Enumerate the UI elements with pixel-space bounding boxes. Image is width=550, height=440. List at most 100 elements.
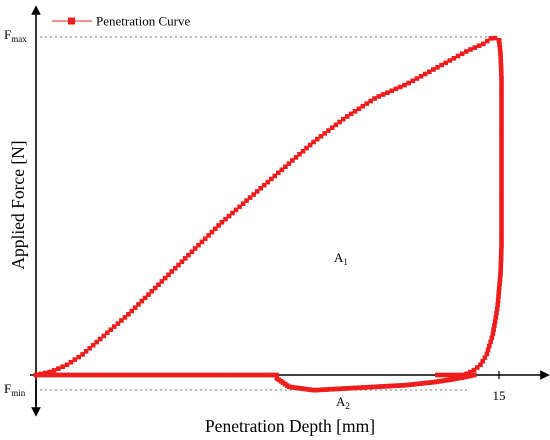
data-point [257, 372, 262, 378]
data-point [341, 116, 346, 122]
data-point [205, 372, 211, 378]
data-point [139, 372, 145, 378]
data-point [128, 372, 133, 378]
data-point [462, 374, 467, 380]
data-point [112, 324, 117, 329]
data-point [254, 372, 259, 378]
data-point [484, 38, 490, 44]
data-point [497, 42, 502, 47]
data-point [268, 372, 274, 378]
data-point [79, 372, 85, 378]
data-point [398, 383, 404, 388]
data-point [496, 38, 502, 43]
data-point [360, 385, 366, 390]
data-point [90, 342, 96, 348]
data-point [42, 372, 47, 378]
data-point [499, 159, 504, 165]
data-point [449, 377, 455, 382]
data-point [391, 383, 396, 389]
data-point [231, 372, 237, 378]
data-point [119, 372, 125, 378]
data-point [427, 69, 432, 75]
data-point [322, 387, 328, 392]
data-point [497, 281, 502, 287]
data-point [219, 220, 225, 225]
data-point [293, 155, 299, 160]
data-point [393, 86, 399, 92]
data-point [499, 117, 504, 123]
data-point [317, 387, 323, 393]
data-point [498, 269, 503, 274]
data-point [276, 170, 281, 176]
data-point [309, 387, 315, 393]
data-point [499, 71, 504, 77]
data-point [311, 139, 316, 145]
data-point [330, 386, 335, 392]
data-point [242, 372, 248, 378]
data-point [304, 145, 309, 151]
data-point [33, 372, 39, 378]
data-point [492, 323, 497, 328]
data-point [356, 106, 362, 112]
data-point [402, 82, 407, 88]
data-point [495, 298, 501, 303]
data-point [467, 373, 472, 379]
data-point [496, 285, 502, 291]
data-point [381, 384, 386, 389]
data-point [132, 305, 138, 310]
data-point [491, 327, 496, 332]
data-point [56, 366, 61, 371]
data-point [125, 372, 130, 378]
data-point [426, 380, 432, 385]
data-point [269, 176, 274, 182]
data-point [389, 88, 394, 94]
data-point [464, 371, 469, 377]
data-point [151, 372, 156, 378]
data-point [59, 372, 65, 378]
data-point [495, 302, 500, 308]
data-point [272, 173, 278, 179]
data-point [139, 298, 145, 304]
data-point [265, 372, 271, 378]
legend: Penetration Curve [52, 14, 190, 29]
data-point [159, 372, 165, 378]
data-point [499, 180, 504, 186]
data-point [370, 384, 376, 390]
data-point [388, 383, 394, 389]
data-point [142, 372, 148, 378]
data-point [131, 372, 136, 378]
data-point [300, 148, 306, 154]
data-point [148, 372, 153, 378]
series-line-segment-0 [35, 37, 500, 376]
data-point [189, 249, 195, 255]
data-point [499, 176, 504, 182]
data-point [279, 167, 285, 173]
data-point [314, 387, 320, 393]
data-point [393, 383, 399, 388]
data-point [498, 67, 504, 72]
data-point [71, 372, 76, 378]
data-point [499, 122, 504, 127]
data-point [414, 381, 419, 387]
data-point [490, 331, 496, 337]
data-point [179, 259, 185, 264]
data-point [265, 179, 271, 185]
data-point [196, 242, 201, 248]
data-point [345, 386, 351, 391]
data-point [318, 134, 324, 139]
data-point [457, 375, 462, 381]
data-point [439, 378, 444, 384]
data-point [404, 382, 409, 388]
data-point [456, 372, 461, 378]
data-point [294, 385, 300, 391]
data-point [499, 201, 504, 207]
data-point [297, 152, 302, 157]
data-point [87, 346, 92, 351]
data-point [444, 377, 450, 383]
data-point [152, 285, 158, 291]
data-point [488, 36, 494, 41]
data-point [472, 45, 478, 50]
data-point [286, 161, 292, 166]
data-point [65, 372, 70, 378]
data-point [182, 372, 188, 378]
